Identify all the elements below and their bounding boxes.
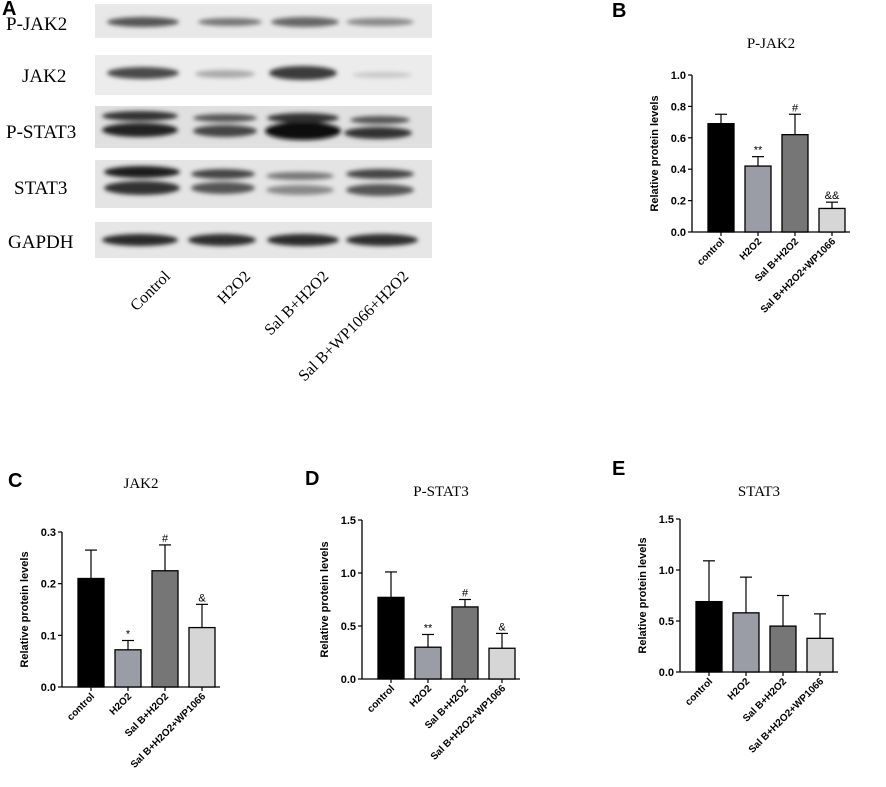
y-tick-label: 1.0: [341, 568, 356, 580]
bar: [695, 600, 723, 673]
y-tick-label: 1.5: [659, 514, 674, 526]
bar: [488, 647, 516, 680]
significance-marker: #: [792, 102, 799, 114]
x-tick-label: H2O2: [408, 683, 435, 710]
y-axis-label: Relative protein levels: [19, 551, 31, 667]
y-tick-label: 0.0: [671, 227, 686, 239]
blot-row-label: P-STAT3: [6, 122, 77, 143]
y-axis-label: Relative protein levels: [649, 95, 661, 211]
x-tick-label: control: [695, 236, 727, 268]
y-tick-label: 0.3: [41, 527, 56, 539]
x-tick-label: H2O2: [726, 676, 753, 703]
y-tick-label: 0.0: [341, 674, 356, 686]
y-tick-label: 1.0: [671, 70, 686, 82]
y-tick-label: 0.2: [671, 196, 686, 208]
bar: [151, 570, 179, 688]
bar: [707, 123, 735, 233]
x-tick-label: H2O2: [738, 236, 765, 263]
y-tick-label: 0.5: [341, 621, 356, 633]
blot-row-label: STAT3: [14, 178, 68, 199]
y-tick-label: 0.5: [659, 616, 674, 628]
y-tick-label: 1.0: [659, 565, 674, 577]
panel-letter-b: B: [612, 0, 627, 22]
bar: [188, 626, 216, 688]
x-tick-label: H2O2: [108, 691, 135, 718]
significance-marker: &&: [825, 190, 840, 202]
panel-letter-a: A: [2, 0, 17, 20]
blot-image: [95, 4, 432, 258]
blot-lane-label: Sal B+H2O2: [261, 268, 333, 339]
blot-lane-label: Control: [127, 268, 175, 315]
chart-title: STAT3: [738, 484, 780, 500]
chart-title: P-JAK2: [747, 36, 795, 52]
y-tick-label: 0.6: [671, 133, 686, 145]
y-tick-label: 0.4: [671, 164, 687, 176]
y-tick-label: 0.1: [41, 630, 56, 642]
y-tick-label: 1.5: [341, 515, 356, 527]
bar: [377, 596, 405, 680]
bar-chart-p-stat3: P-STAT3 Relative protein levels 0.0 0.5 1.0 1…: [319, 484, 520, 763]
bar: [806, 637, 834, 673]
chart-title: JAK2: [123, 476, 158, 492]
y-axis-label: Relative protein levels: [637, 537, 649, 653]
bar: [781, 134, 809, 233]
x-tick-label: control: [683, 676, 715, 708]
bar: [114, 649, 142, 688]
blot-lane-label: H2O2: [214, 268, 255, 308]
significance-marker: *: [126, 629, 131, 641]
panel-letter-d: D: [305, 468, 320, 490]
significance-marker: **: [424, 622, 433, 634]
x-tick-label: Sal B+H2O2+WP1066: [129, 691, 209, 771]
significance-marker: &: [198, 592, 206, 604]
bar: [744, 165, 772, 233]
bar-chart-jak2: JAK2 Relative protein levels 0.0 0.1 0.2 0.3 c…: [19, 476, 220, 771]
significance-marker: #: [462, 588, 469, 600]
bar-chart-p-jak2: P-JAK2 Relative protein levels 0.0 0.2 0.4 0.…: [649, 36, 850, 316]
y-tick-label: 0.0: [41, 682, 56, 694]
bar: [769, 625, 797, 673]
y-tick-label: 0.2: [41, 579, 56, 591]
x-tick-label: control: [365, 683, 397, 715]
x-tick-label: Sal B+H2O2+WP1066: [747, 676, 827, 756]
significance-marker: &: [498, 621, 506, 633]
chart-title: P-STAT3: [413, 484, 468, 500]
bar: [77, 577, 105, 688]
blot-row-label: JAK2: [22, 66, 67, 87]
panel-letter-e: E: [612, 458, 626, 480]
panel-letter-c: C: [8, 470, 23, 492]
bar: [818, 207, 846, 233]
bar: [414, 646, 442, 680]
bar-chart-stat3: STAT3 Relative protein levels 0.0 0.5 1.0 1.5…: [637, 484, 838, 756]
x-tick-label: control: [65, 691, 97, 723]
blot-row-label: P-JAK2: [6, 14, 68, 35]
y-tick-label: 0.8: [671, 101, 686, 113]
western-blot-panel: P-JAK2 JAK2 P-STAT3 STAT3 GAPDH Control …: [0, 0, 440, 385]
significance-marker: #: [162, 533, 169, 545]
bar: [451, 606, 479, 680]
y-tick-label: 0.0: [659, 667, 674, 679]
blot-row-label: GAPDH: [8, 232, 74, 253]
y-axis-label: Relative protein levels: [319, 541, 331, 657]
bar: [732, 612, 760, 673]
x-tick-label: Sal B+H2O2+WP1066: [759, 236, 839, 316]
x-tick-label: Sal B+H2O2+WP1066: [429, 683, 509, 763]
significance-marker: **: [754, 145, 763, 157]
